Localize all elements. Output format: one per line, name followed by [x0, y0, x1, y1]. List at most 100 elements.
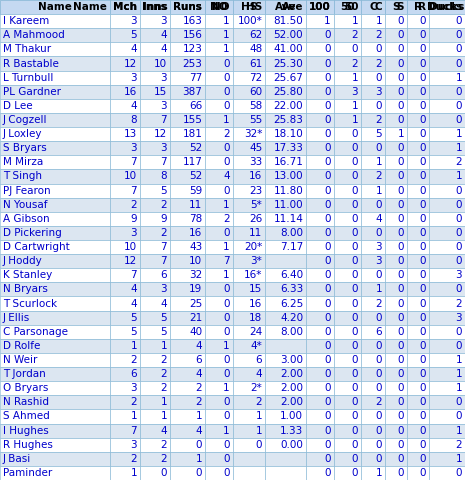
Bar — [0, 268, 110, 282]
Bar — [361, 198, 385, 212]
Bar — [385, 297, 407, 311]
Text: 6.40: 6.40 — [280, 270, 303, 280]
Text: 19: 19 — [189, 285, 202, 294]
Bar — [265, 409, 306, 423]
Text: 0: 0 — [324, 440, 331, 450]
Bar — [110, 297, 140, 311]
Text: 0: 0 — [352, 383, 358, 393]
Bar — [385, 268, 407, 282]
Text: 4: 4 — [160, 426, 167, 435]
Bar — [333, 42, 361, 57]
Text: 18.10: 18.10 — [273, 129, 303, 139]
Text: 0: 0 — [223, 454, 230, 464]
Bar — [385, 240, 407, 254]
Text: 2: 2 — [456, 157, 462, 168]
Text: 16: 16 — [189, 228, 202, 238]
Text: 2: 2 — [160, 383, 167, 393]
Bar — [0, 311, 110, 324]
Bar — [385, 0, 407, 14]
Bar — [429, 212, 465, 226]
Bar — [205, 452, 232, 466]
Text: 0: 0 — [420, 397, 426, 408]
Bar — [170, 0, 205, 14]
Bar — [333, 268, 361, 282]
Text: 52: 52 — [189, 171, 202, 181]
Text: 1: 1 — [131, 411, 137, 421]
Text: 387: 387 — [182, 87, 202, 97]
Text: 0: 0 — [420, 242, 426, 252]
Text: 5: 5 — [376, 129, 382, 139]
Bar — [232, 0, 265, 14]
Text: 0: 0 — [456, 200, 462, 210]
Bar — [232, 423, 265, 438]
Text: 2: 2 — [376, 171, 382, 181]
Text: 0: 0 — [398, 299, 404, 309]
Bar — [0, 0, 110, 14]
Text: 0: 0 — [420, 369, 426, 379]
Bar — [407, 198, 429, 212]
Text: A Mahmood: A Mahmood — [3, 30, 65, 40]
Bar — [110, 169, 140, 183]
Bar — [407, 297, 429, 311]
Text: 0: 0 — [223, 299, 230, 309]
Bar — [140, 28, 170, 42]
Bar — [232, 156, 265, 169]
Text: 0: 0 — [398, 143, 404, 153]
Text: 0: 0 — [398, 327, 404, 337]
Bar — [333, 71, 361, 84]
Text: 2: 2 — [131, 454, 137, 464]
Bar — [429, 409, 465, 423]
Bar — [170, 282, 205, 297]
Text: 7: 7 — [223, 256, 230, 266]
Bar — [361, 324, 385, 339]
Text: 0: 0 — [420, 270, 426, 280]
Text: 1: 1 — [456, 129, 462, 139]
Bar — [333, 198, 361, 212]
Bar — [333, 0, 361, 14]
Bar — [333, 254, 361, 268]
Bar — [170, 466, 205, 480]
Text: 2: 2 — [223, 129, 230, 139]
Text: 1: 1 — [456, 426, 462, 435]
Text: 0: 0 — [352, 228, 358, 238]
Text: R: R — [418, 2, 426, 12]
Text: 1: 1 — [456, 355, 462, 365]
Bar — [110, 282, 140, 297]
Text: 0: 0 — [398, 397, 404, 408]
Bar — [170, 71, 205, 84]
Bar — [429, 353, 465, 367]
Text: 21: 21 — [189, 312, 202, 323]
Text: 25: 25 — [189, 299, 202, 309]
Text: 0: 0 — [324, 454, 331, 464]
Text: 5: 5 — [160, 312, 167, 323]
Bar — [232, 113, 265, 127]
Bar — [232, 183, 265, 198]
Bar — [407, 141, 429, 156]
Bar — [205, 240, 232, 254]
Bar — [385, 169, 407, 183]
Text: 0: 0 — [324, 312, 331, 323]
Bar — [110, 466, 140, 480]
Text: 0: 0 — [398, 440, 404, 450]
Text: 78: 78 — [189, 214, 202, 224]
Bar — [333, 156, 361, 169]
Bar — [333, 438, 361, 452]
Bar — [407, 367, 429, 381]
Bar — [205, 113, 232, 127]
Bar — [429, 240, 465, 254]
Bar — [407, 71, 429, 84]
Bar — [429, 324, 465, 339]
Bar — [205, 254, 232, 268]
Text: 2: 2 — [376, 59, 382, 69]
Text: 3: 3 — [160, 285, 167, 294]
Bar — [333, 183, 361, 198]
Text: 0: 0 — [223, 411, 230, 421]
Bar — [361, 466, 385, 480]
Text: 45: 45 — [249, 143, 262, 153]
Bar — [265, 297, 306, 311]
Text: 0: 0 — [420, 30, 426, 40]
Text: 0: 0 — [456, 285, 462, 294]
Text: J Basi: J Basi — [3, 454, 31, 464]
Bar — [232, 0, 265, 14]
Bar — [385, 0, 407, 14]
